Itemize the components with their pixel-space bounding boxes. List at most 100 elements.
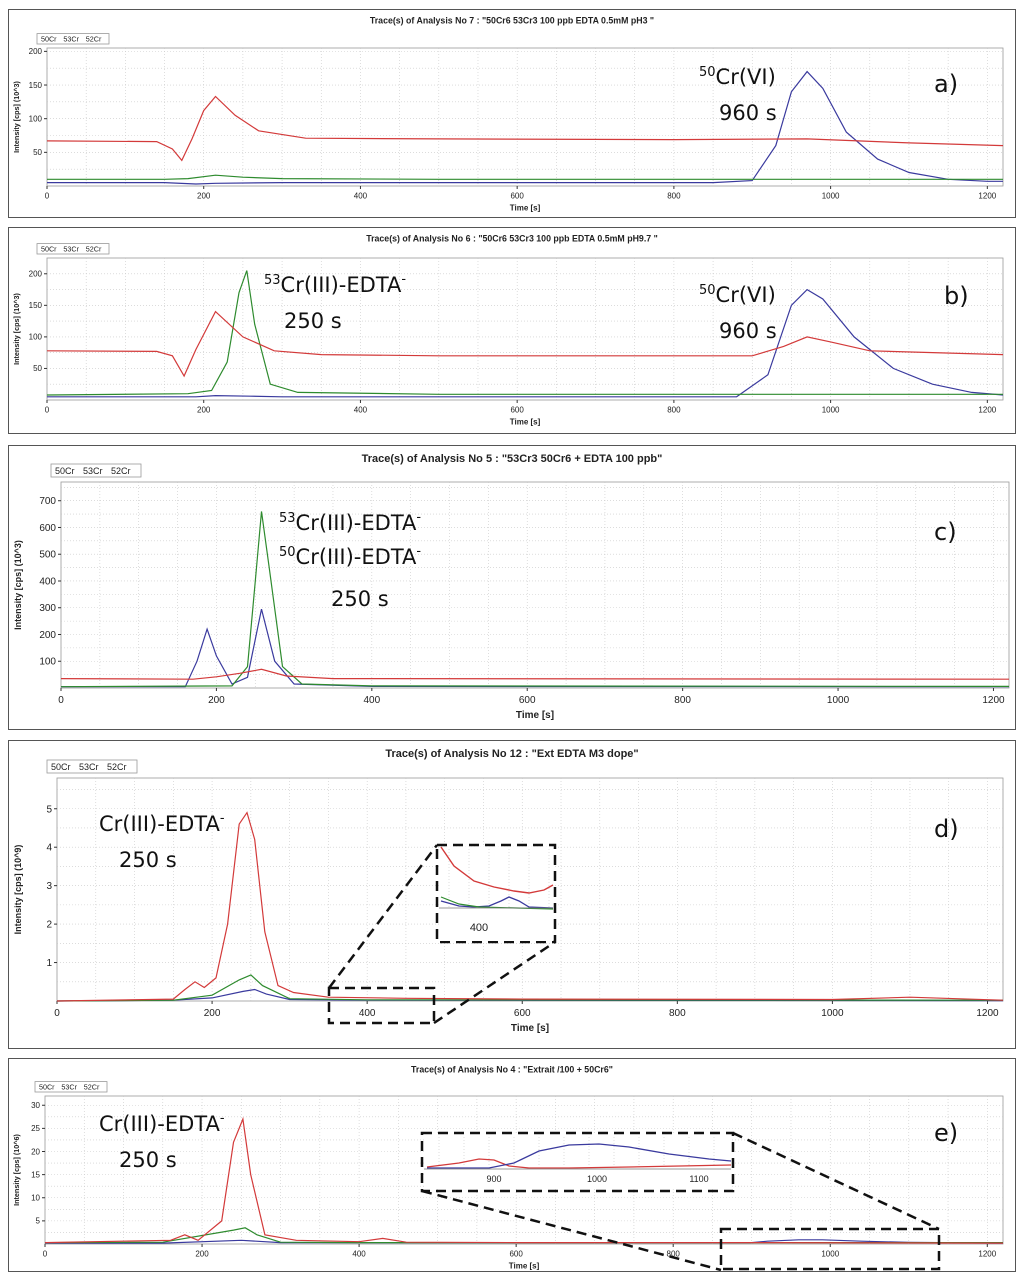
chart-panel-a: Trace(s) of Analysis No 7 : "50Cr6 53Cr3…: [8, 9, 1016, 218]
x-axis-label: Time [s]: [511, 1023, 549, 1034]
legend-entry-50Cr: 50Cr: [41, 35, 57, 44]
y-tick-label: 5: [36, 1217, 41, 1226]
x-tick-label: 800: [667, 191, 681, 200]
x-tick-label: 1000: [822, 191, 840, 200]
inset-series-52Cr: [440, 846, 554, 894]
y-tick-label: 1: [46, 958, 52, 969]
chart-a: Trace(s) of Analysis No 7 : "50Cr6 53Cr3…: [12, 16, 1004, 213]
legend-entry-50Cr: 50Cr: [55, 466, 75, 476]
x-axis-label: Time [s]: [516, 710, 554, 721]
y-tick-label: 400: [39, 576, 56, 587]
x-tick-label: 1200: [978, 1249, 996, 1258]
legend-entry-53Cr: 53Cr: [63, 35, 79, 44]
x-tick-label: 0: [43, 1249, 48, 1258]
x-tick-label: 400: [354, 405, 368, 414]
annotation-time: 960 s: [719, 101, 777, 125]
zoom-source-box: [719, 1227, 941, 1271]
inset-series-50Cr: [427, 1143, 732, 1169]
y-tick-label: 300: [39, 603, 56, 614]
legend-entry-52Cr: 52Cr: [86, 35, 102, 44]
series-53Cr: [44, 1227, 1003, 1244]
grid: [47, 48, 1003, 186]
y-tick-label: 10: [31, 1194, 40, 1203]
legend-entry-53Cr: 53Cr: [83, 466, 103, 476]
panel-label: a): [934, 70, 958, 98]
inset-tick-label: 400: [470, 922, 488, 934]
series-50Cr: [45, 1239, 1004, 1244]
plot-area: [60, 481, 1010, 689]
y-tick-label: 700: [39, 496, 56, 507]
chart-panel-c: Trace(s) of Analysis No 5 : "53Cr3 50Cr6…: [8, 445, 1016, 730]
x-tick-label: 400: [352, 1249, 366, 1258]
inset-tick-label: 1100: [689, 1174, 708, 1184]
y-tick-label: 30: [31, 1101, 40, 1110]
x-axis-label: Time [s]: [510, 204, 541, 213]
x-tick-label: 200: [208, 695, 225, 706]
x-tick-label: 600: [514, 1008, 531, 1019]
zoom-connector: [328, 844, 438, 989]
chart-c: Trace(s) of Analysis No 5 : "53Cr3 50Cr6…: [13, 453, 1010, 721]
y-tick-label: 200: [29, 270, 43, 279]
legend-entry-52Cr: 52Cr: [107, 762, 127, 772]
x-axis-label: Time [s]: [509, 1262, 540, 1271]
annotation-time: 250 s: [284, 309, 342, 333]
grid: [47, 258, 1003, 400]
y-tick-label: 200: [29, 47, 43, 56]
y-tick-label: 25: [31, 1124, 40, 1133]
x-tick-label: 0: [54, 1008, 60, 1019]
series-52Cr: [56, 811, 1004, 1002]
legend-box: [36, 243, 110, 255]
y-axis-label: Intensity [cps] (10^6): [12, 1134, 21, 1206]
plot-area: [46, 47, 1004, 187]
zoom-connector: [421, 1189, 722, 1271]
x-tick-label: 400: [363, 695, 380, 706]
x-tick-label: 400: [359, 1008, 376, 1019]
annotation-time: 250 s: [119, 1148, 177, 1172]
series-52Cr: [60, 668, 1010, 680]
chart-e: Trace(s) of Analysis No 4 : "Extrait /10…: [12, 1065, 1004, 1271]
panel-label: b): [944, 282, 969, 310]
series-52Cr: [46, 310, 1004, 378]
x-tick-label: 1000: [821, 1249, 839, 1258]
plot-area: [56, 777, 1004, 1002]
x-tick-label: 1200: [976, 1008, 999, 1019]
legend-entry-52Cr: 52Cr: [86, 245, 102, 254]
legend-box: [46, 759, 138, 774]
x-tick-label: 200: [195, 1249, 209, 1258]
annotation-text: 50Cr(VI): [699, 283, 776, 307]
panel-label: d): [934, 815, 959, 843]
y-tick-label: 20: [31, 1147, 40, 1156]
inset-tick-label: 900: [486, 1174, 501, 1184]
panel-label: e): [934, 1119, 958, 1147]
y-tick-label: 50: [33, 364, 42, 373]
legend: 50Cr 53Cr 52Cr: [34, 1081, 108, 1093]
grid: [61, 482, 1009, 688]
y-tick-label: 150: [29, 81, 43, 90]
x-tick-label: 1000: [821, 1008, 844, 1019]
legend-entry-50Cr: 50Cr: [41, 245, 57, 254]
x-tick-label: 1200: [978, 191, 996, 200]
y-tick-label: 100: [29, 333, 43, 342]
series-50Cr: [47, 288, 1004, 398]
zoom-connector: [732, 1131, 940, 1231]
plot-area: [46, 257, 1004, 401]
x-tick-label: 600: [519, 695, 536, 706]
chart-title: Trace(s) of Analysis No 12 : "Ext EDTA M…: [385, 748, 638, 760]
legend-box: [50, 463, 142, 478]
zoom-source-box: [327, 986, 436, 1025]
annotation-text: 53Cr(III)-EDTA-: [264, 272, 406, 297]
chart-panel-b: Trace(s) of Analysis No 6 : "50Cr6 53Cr3…: [8, 227, 1016, 434]
series-52Cr: [44, 1116, 1004, 1244]
series-53Cr: [56, 974, 1004, 1002]
series-50Cr: [47, 70, 1003, 185]
x-tick-label: 0: [45, 191, 50, 200]
x-tick-label: 1200: [982, 695, 1005, 706]
y-tick-label: 100: [39, 657, 56, 668]
x-tick-label: 600: [510, 191, 524, 200]
x-tick-label: 600: [509, 1249, 523, 1258]
x-tick-label: 200: [197, 191, 211, 200]
legend-entry-50Cr: 50Cr: [51, 762, 71, 772]
y-tick-label: 4: [46, 843, 52, 854]
y-tick-label: 15: [31, 1170, 40, 1179]
grid: [45, 1096, 1003, 1244]
